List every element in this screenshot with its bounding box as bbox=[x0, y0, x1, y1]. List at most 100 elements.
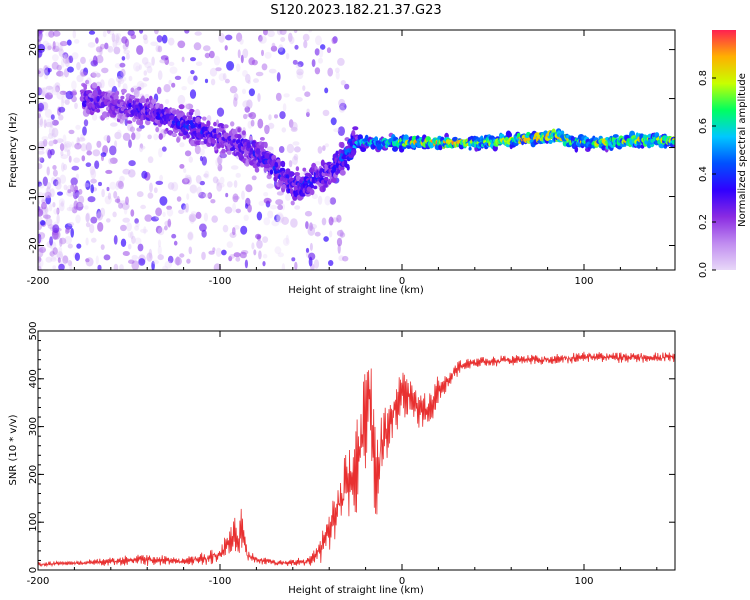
spectrogram-noise-cell bbox=[56, 253, 64, 259]
spectrogram-noise-cell bbox=[38, 30, 42, 37]
spectrogram-noise-cell bbox=[85, 222, 91, 228]
spectrogram-noise-cell bbox=[117, 80, 121, 88]
spectrogram-noise-cell bbox=[99, 79, 105, 89]
spectrogram-noise-cell bbox=[258, 35, 263, 42]
spectrogram-ridge-cell bbox=[279, 176, 284, 182]
spectrogram-noise-cell bbox=[243, 214, 249, 221]
spectrogram-noise-cell bbox=[199, 180, 205, 186]
spectrogram-noise-cell bbox=[38, 113, 41, 119]
spectrogram-noise-cell bbox=[95, 37, 99, 44]
spectrogram-noise-cell bbox=[269, 205, 278, 210]
spectrogram-noise-cell bbox=[115, 184, 119, 191]
snr-y-tick-label: 200 bbox=[28, 465, 39, 484]
spectrogram-noise-cell bbox=[147, 192, 154, 199]
spectrogram-noise-cell bbox=[38, 208, 44, 217]
spectrogram-noise-cell bbox=[166, 208, 174, 217]
spectrogram-noise-cell bbox=[295, 97, 303, 102]
spectrogram-noise-cell bbox=[296, 68, 304, 76]
spectrogram-noise-cell bbox=[76, 62, 81, 71]
spectrogram-ridge-cell bbox=[612, 134, 619, 138]
spectrogram-ridge-cell bbox=[346, 165, 350, 171]
spectrogram-noise-cell bbox=[178, 209, 185, 215]
spectrogram-ridge-cell bbox=[202, 116, 207, 121]
spectrogram-noise-cell bbox=[52, 54, 59, 62]
spectrogram-noise-cell bbox=[155, 45, 161, 53]
spectrogram-ridge-cell bbox=[151, 98, 157, 105]
spectrogram-noise-cell bbox=[123, 49, 130, 55]
spectrogram-noise-cell bbox=[52, 202, 56, 208]
spectrogram-noise-cell bbox=[53, 208, 59, 215]
spectrogram-noise-cell bbox=[52, 224, 60, 234]
spectrogram-noise-cell bbox=[59, 90, 67, 95]
spectrogram-noise-cell bbox=[56, 251, 64, 260]
spectrogram-noise-cell bbox=[208, 250, 215, 255]
spectrogram-noise-cell bbox=[139, 143, 144, 149]
spectrogram-noise-cell bbox=[303, 40, 308, 49]
spectrogram-ridge-cell bbox=[309, 189, 315, 196]
spectrogram-noise-cell bbox=[151, 260, 155, 270]
spectrogram-noise-cell bbox=[294, 44, 299, 50]
spectrogram-noise-cell bbox=[127, 231, 132, 238]
spectrogram-noise-cell bbox=[136, 191, 144, 198]
spectrogram-noise-cell bbox=[275, 92, 282, 102]
spectrogram-noise-cell bbox=[90, 184, 94, 194]
spectrogram-noise-cell bbox=[147, 156, 154, 164]
spectrogram-noise-cell bbox=[92, 149, 101, 157]
spectrogram-noise-cell bbox=[224, 78, 230, 84]
spectrogram-noise-cell bbox=[168, 79, 172, 85]
spectrogram-noise-cell bbox=[247, 79, 251, 85]
spectrogram-noise-cell bbox=[187, 75, 195, 85]
spectrogram-noise-cell bbox=[45, 85, 54, 90]
spectrogram-noise-cell bbox=[244, 259, 248, 269]
spectrogram-noise-cell bbox=[216, 178, 220, 186]
spectrogram-noise-cell bbox=[279, 30, 287, 35]
spectrogram-noise-cell bbox=[237, 49, 241, 59]
spectrogram-noise-cell bbox=[186, 193, 190, 200]
spectrogram-noise-cell bbox=[106, 186, 110, 192]
spectrogram-noise-cell bbox=[281, 263, 286, 270]
spectrogram-noise-cell bbox=[270, 45, 278, 52]
colorbar-gradient bbox=[712, 30, 736, 270]
snr-x-tick-label: -100 bbox=[209, 576, 232, 587]
spectrogram-noise-cell bbox=[62, 255, 69, 264]
spectrogram-noise-cell bbox=[84, 205, 89, 210]
spectrogram-noise-cell bbox=[258, 250, 262, 260]
spectrogram-noise-cell bbox=[232, 193, 239, 203]
spectrogram-noise-cell bbox=[177, 40, 186, 49]
spectrogram-noise-cell bbox=[72, 30, 77, 39]
spectrogram-noise-cell bbox=[90, 216, 98, 224]
spectrogram-noise-cell bbox=[109, 145, 117, 156]
spectrogram-y-tick-label: -10 bbox=[28, 188, 39, 204]
spectrogram-ridge-cell bbox=[237, 127, 241, 133]
spectrogram-ridge-cell bbox=[206, 120, 211, 127]
spectrogram-noise-cell bbox=[130, 231, 134, 240]
spectrogram-noise-cell bbox=[61, 95, 67, 104]
spectrogram-ridge-cell bbox=[295, 166, 300, 172]
spectrogram-noise-cell bbox=[57, 191, 63, 196]
spectrogram-cells bbox=[38, 30, 675, 270]
spectrogram-noise-cell bbox=[142, 77, 150, 82]
spectrogram-ridge-cell bbox=[189, 108, 195, 113]
spectrogram-noise-cell bbox=[306, 111, 310, 117]
spectrogram-noise-cell bbox=[194, 108, 201, 118]
spectrogram-noise-cell bbox=[167, 182, 175, 190]
spectrogram-noise-cell bbox=[225, 34, 233, 41]
spectrogram-noise-cell bbox=[110, 122, 118, 127]
spectrogram-noise-cell bbox=[113, 46, 121, 55]
spectrogram-noise-cell bbox=[245, 184, 253, 193]
spectrogram-ridge-cell bbox=[269, 169, 274, 175]
spectrogram-noise-cell bbox=[58, 48, 64, 57]
spectrogram-noise-cell bbox=[80, 143, 87, 152]
spectrogram-noise-cell bbox=[108, 30, 115, 36]
spectrogram-noise-cell bbox=[42, 176, 48, 187]
colorbar-tick-label: 0.8 bbox=[698, 70, 709, 86]
spectrogram-ridge-cell bbox=[548, 139, 553, 144]
spectrogram-noise-cell bbox=[128, 160, 136, 167]
spectrogram-noise-cell bbox=[66, 39, 72, 46]
spectrogram-noise-cell bbox=[38, 265, 42, 270]
spectrogram-noise-cell bbox=[101, 154, 104, 162]
spectrogram-noise-cell bbox=[235, 256, 241, 262]
spectrogram-noise-cell bbox=[48, 140, 54, 147]
spectrogram-noise-cell bbox=[106, 30, 111, 34]
